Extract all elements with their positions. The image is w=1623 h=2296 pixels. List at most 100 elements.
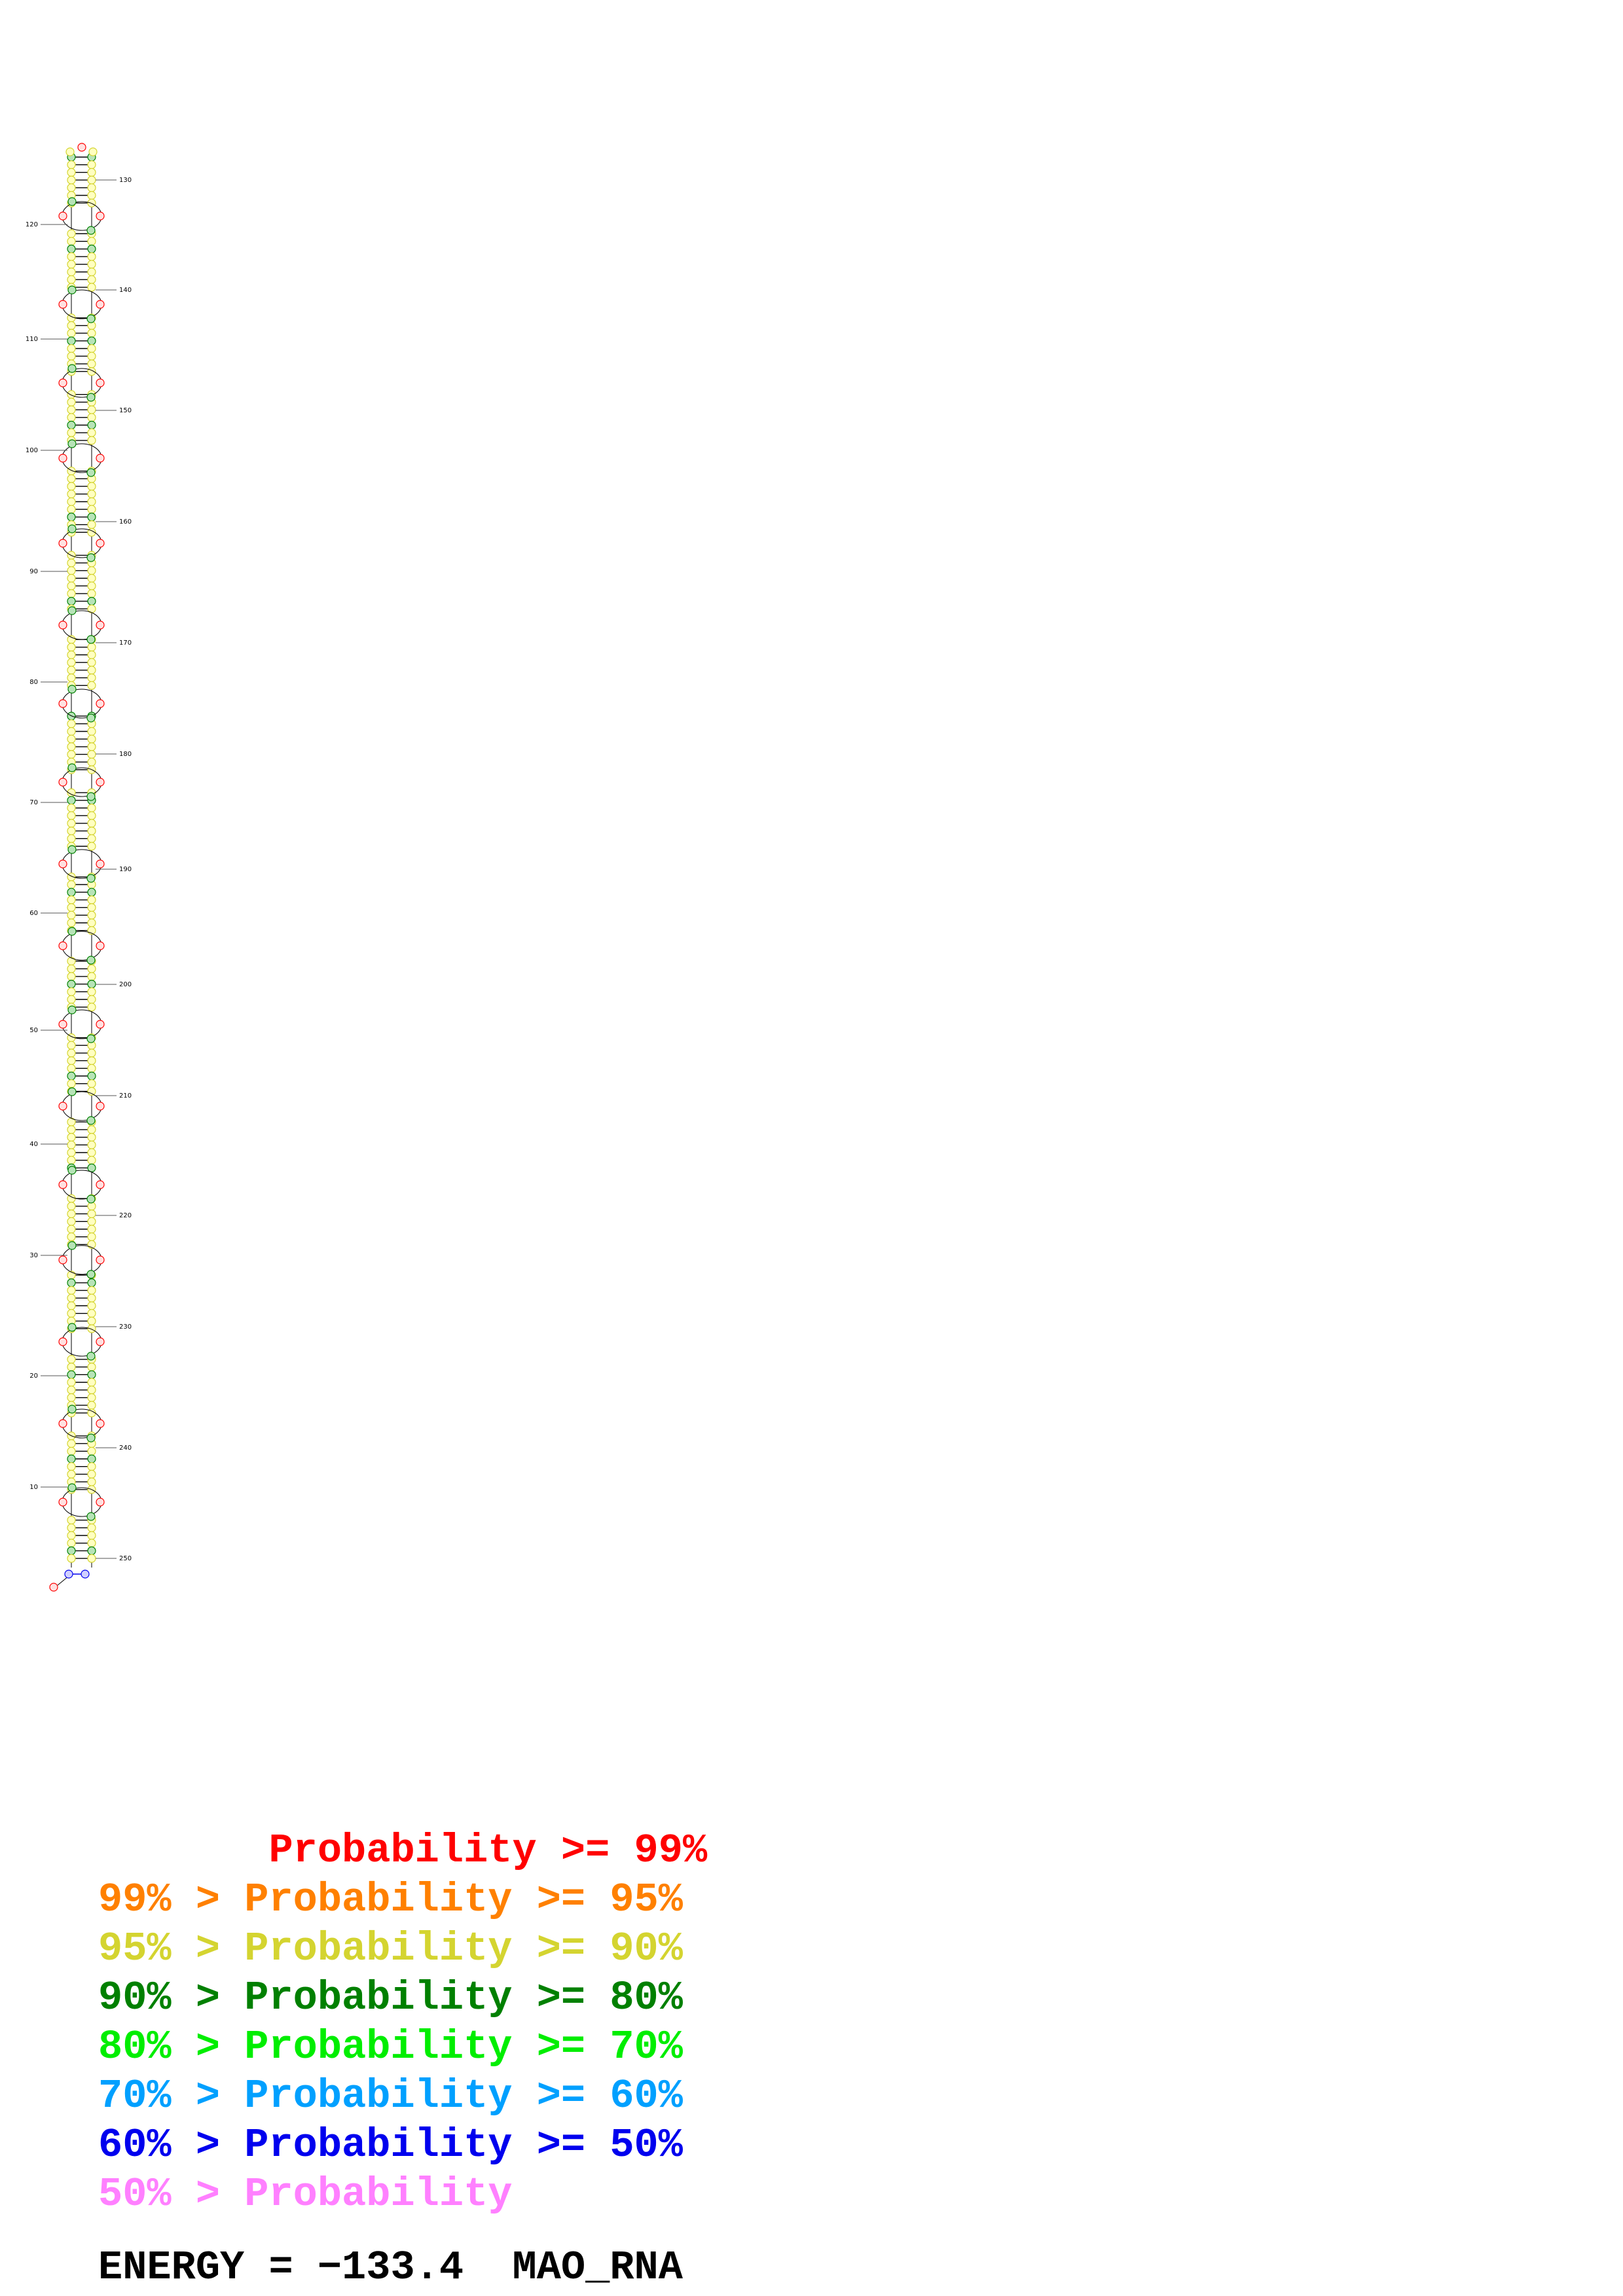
internal-loop bbox=[62, 1009, 102, 1039]
nucleotide-3prime bbox=[87, 175, 96, 185]
nucleotide-3prime bbox=[87, 244, 96, 253]
nucleotide-5prime bbox=[67, 1301, 76, 1310]
nucleotide-5prime bbox=[67, 1225, 76, 1234]
nucleotide-5prime bbox=[67, 1209, 76, 1219]
nucleotide-5prime bbox=[67, 1293, 76, 1302]
nucleotide-3prime bbox=[87, 979, 96, 989]
loop-nucleotide bbox=[67, 1483, 77, 1492]
nucleotide-5prime bbox=[67, 888, 76, 897]
nucleotide-3prime bbox=[87, 283, 96, 292]
nucleotide-5prime bbox=[67, 482, 76, 491]
nucleotide-5prime bbox=[67, 497, 76, 507]
nucleotide-5prime bbox=[67, 726, 76, 736]
internal-loop bbox=[62, 1408, 102, 1439]
nucleotide-5prime bbox=[67, 1202, 76, 1211]
nucleotide-5prime bbox=[67, 1386, 76, 1395]
nucleotide-3prime bbox=[87, 1049, 96, 1058]
energy-footer: ENERGY = −133.4 MAO_RNA bbox=[98, 2243, 683, 2292]
internal-loop bbox=[62, 610, 102, 640]
position-label: 180 bbox=[119, 751, 132, 758]
loop-nucleotide bbox=[67, 524, 77, 533]
position-label: 90 bbox=[29, 568, 38, 575]
nucleotide-5prime bbox=[67, 635, 76, 644]
nucleotide-5prime bbox=[67, 880, 76, 889]
nucleotide-5prime bbox=[67, 1071, 76, 1081]
loop-nucleotide bbox=[86, 956, 96, 965]
nucleotide-5prime bbox=[67, 1148, 76, 1157]
nucleotide-5prime bbox=[67, 1194, 76, 1203]
position-label: 170 bbox=[119, 639, 132, 647]
nucleotide-5prime bbox=[67, 1378, 76, 1387]
unpaired-nucleotide bbox=[96, 300, 105, 309]
nucleotide-3prime bbox=[87, 1370, 96, 1379]
nucleotide-5prime bbox=[67, 673, 76, 683]
loop-nucleotide bbox=[67, 1087, 77, 1096]
unpaired-nucleotide bbox=[58, 378, 67, 387]
loop-nucleotide bbox=[67, 606, 77, 615]
nucleotide-5prime bbox=[67, 1531, 76, 1540]
nucleotide-5prime bbox=[67, 903, 76, 912]
nucleotide-3prime bbox=[87, 1363, 96, 1372]
loop-nucleotide bbox=[86, 226, 96, 235]
nucleotide-5prime bbox=[67, 1156, 76, 1165]
position-label: 220 bbox=[119, 1212, 132, 1219]
nucleotide-3prime bbox=[87, 910, 96, 920]
nucleotide-3prime bbox=[87, 819, 96, 828]
nucleotide-3prime bbox=[87, 237, 96, 246]
hairpin-nucleotide bbox=[88, 147, 98, 156]
position-label: 70 bbox=[29, 799, 38, 806]
nucleotide-3prime bbox=[87, 650, 96, 660]
nucleotide-3prime bbox=[87, 1079, 96, 1088]
nucleotide-3prime bbox=[87, 1217, 96, 1226]
nucleotide-5prime bbox=[67, 512, 76, 522]
loop-nucleotide bbox=[67, 364, 77, 373]
internal-loop bbox=[62, 528, 102, 558]
nucleotide-5prime bbox=[67, 267, 76, 277]
nucleotide-5prime bbox=[67, 244, 76, 253]
nucleotide-5prime bbox=[67, 589, 76, 598]
nucleotide-5prime bbox=[67, 168, 76, 177]
nucleotide-5prime bbox=[67, 558, 76, 567]
nucleotide-5prime bbox=[67, 979, 76, 989]
unpaired-nucleotide bbox=[96, 1419, 105, 1428]
unpaired-nucleotide bbox=[96, 1498, 105, 1507]
end-nucleotide-3prime bbox=[81, 1570, 90, 1579]
unpaired-nucleotide bbox=[58, 1419, 67, 1428]
nucleotide-3prime bbox=[87, 1393, 96, 1402]
nucleotide-5prime bbox=[67, 573, 76, 583]
position-label: 110 bbox=[26, 336, 38, 343]
nucleotide-5prime bbox=[67, 918, 76, 927]
nucleotide-5prime bbox=[67, 1516, 76, 1525]
nucleotide-5prime bbox=[67, 666, 76, 675]
energy-value: ENERGY = −133.4 bbox=[98, 2244, 464, 2291]
nucleotide-5prime bbox=[67, 834, 76, 843]
nucleotide-3prime bbox=[87, 275, 96, 284]
loop-nucleotide bbox=[67, 197, 77, 206]
nucleotide-5prime bbox=[67, 344, 76, 353]
nucleotide-3prime bbox=[87, 497, 96, 507]
nucleotide-5prime bbox=[67, 895, 76, 905]
nucleotide-3prime bbox=[87, 359, 96, 368]
nucleotide-5prime bbox=[67, 1546, 76, 1555]
position-label: 30 bbox=[29, 1252, 38, 1259]
loop-nucleotide bbox=[67, 763, 77, 772]
nucleotide-3prime bbox=[87, 1469, 96, 1479]
nucleotide-3prime bbox=[87, 589, 96, 598]
end-nucleotide bbox=[64, 1570, 73, 1579]
loop-nucleotide bbox=[67, 1166, 77, 1175]
nucleotide-3prime bbox=[87, 160, 96, 170]
nucleotide-3prime bbox=[87, 1148, 96, 1157]
nucleotide-3prime bbox=[87, 1225, 96, 1234]
nucleotide-5prime bbox=[67, 742, 76, 751]
nucleotide-3prime bbox=[87, 482, 96, 491]
unpaired-nucleotide bbox=[58, 941, 67, 950]
nucleotide-3prime bbox=[87, 1278, 96, 1287]
loop-nucleotide bbox=[86, 1194, 96, 1204]
nucleotide-5prime bbox=[67, 413, 76, 422]
nucleotide-3prime bbox=[87, 1378, 96, 1387]
position-label: 120 bbox=[26, 221, 38, 228]
nucleotide-5prime bbox=[67, 420, 76, 430]
nucleotide-3prime bbox=[87, 436, 96, 445]
loop-nucleotide bbox=[86, 468, 96, 477]
nucleotide-5prime bbox=[67, 474, 76, 484]
